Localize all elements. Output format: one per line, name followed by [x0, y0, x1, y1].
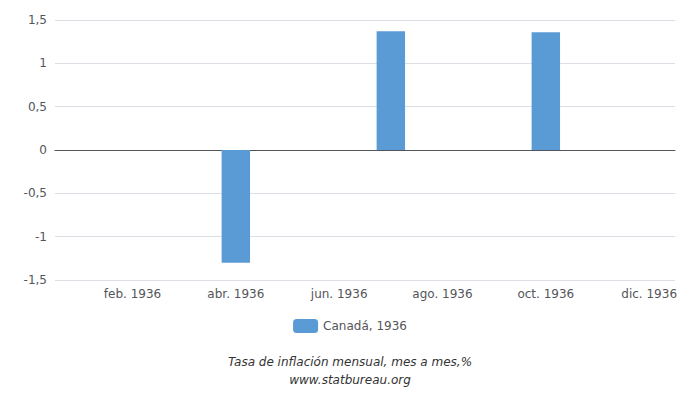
svg-text:oct. 1936: oct. 1936	[517, 287, 574, 301]
svg-text:Canadá, 1936: Canadá, 1936	[323, 319, 407, 333]
svg-text:0: 0	[39, 143, 47, 157]
svg-text:ago. 1936: ago. 1936	[412, 287, 472, 301]
svg-text:jun. 1936: jun. 1936	[310, 287, 368, 301]
svg-text:1,5: 1,5	[28, 13, 47, 27]
svg-text:abr. 1936: abr. 1936	[207, 287, 264, 301]
svg-text:-0,5: -0,5	[24, 186, 47, 200]
svg-text:1: 1	[39, 56, 47, 70]
svg-text:Tasa de inflación mensual, mes: Tasa de inflación mensual, mes a mes,%	[228, 355, 472, 369]
svg-text:www.statbureau.org: www.statbureau.org	[289, 373, 411, 387]
svg-text:-1: -1	[35, 230, 47, 244]
svg-text:0,5: 0,5	[28, 100, 47, 114]
svg-text:feb. 1936: feb. 1936	[104, 287, 161, 301]
svg-text:-1,5: -1,5	[24, 273, 47, 287]
svg-text:dic. 1936: dic. 1936	[621, 287, 677, 301]
